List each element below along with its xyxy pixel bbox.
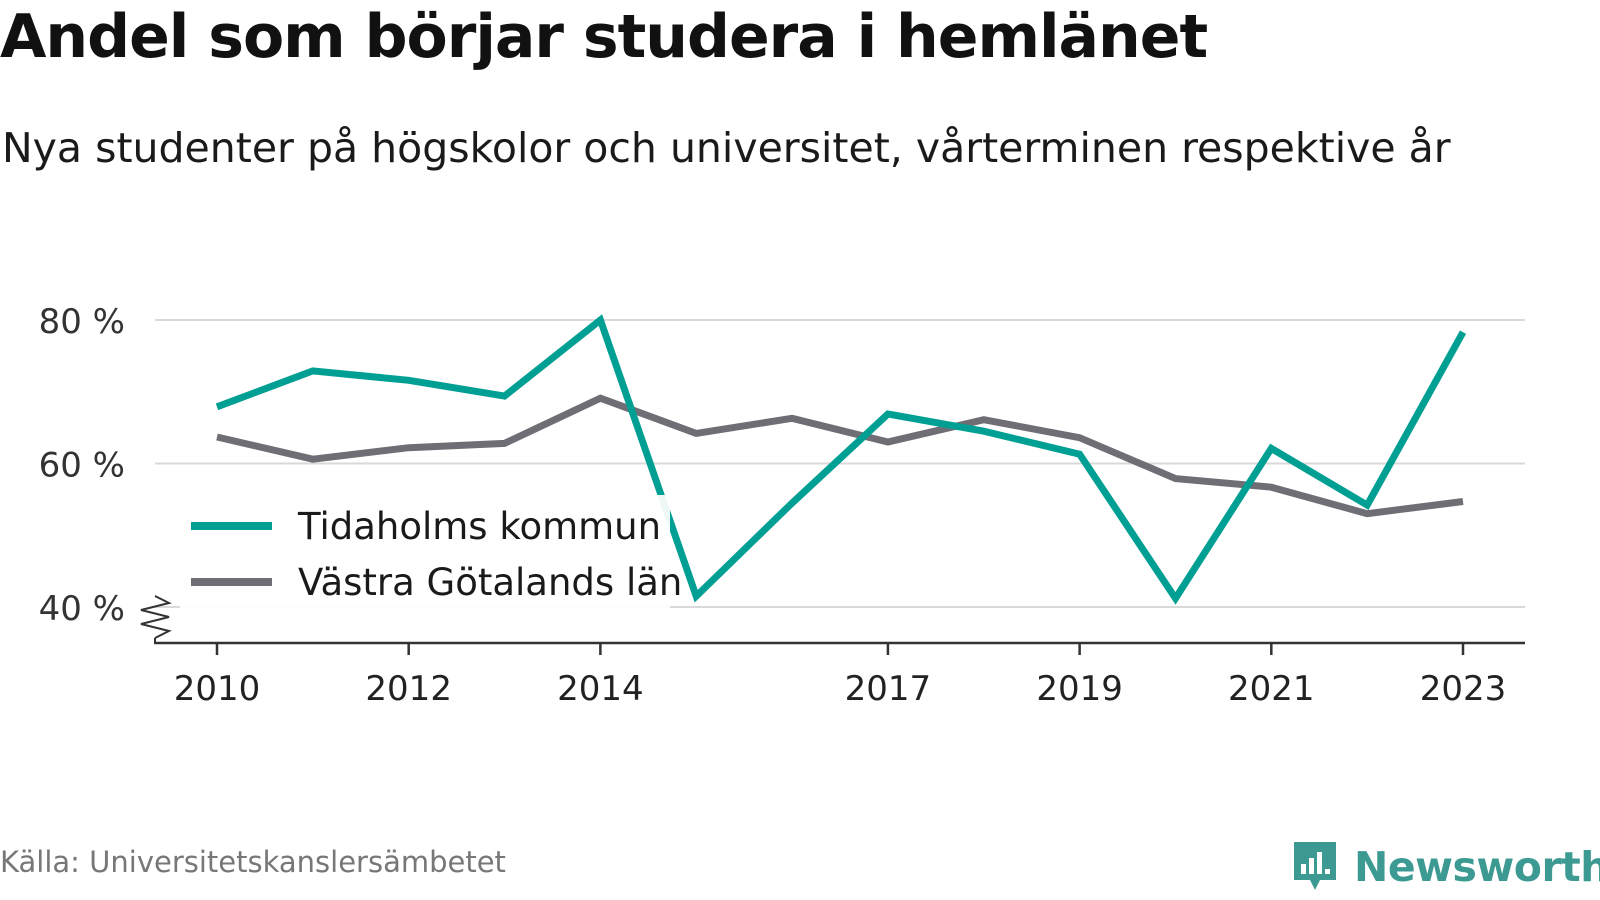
series-line — [216, 394, 1464, 518]
x-tick-label: 2021 — [1228, 669, 1315, 709]
legend-background — [180, 495, 670, 615]
series-lines — [215, 314, 1467, 605]
x-tick-label: 2014 — [557, 669, 644, 709]
chart-subtitle: Nya studenter på högskolor och universit… — [2, 124, 1451, 172]
x-tick-label: 2010 — [174, 669, 261, 709]
brand-name: Newsworthy — [1354, 843, 1600, 891]
x-tick-label: 2017 — [845, 669, 932, 709]
newsworthy-logo-icon — [1294, 842, 1336, 890]
x-tick-label: 2019 — [1036, 669, 1123, 709]
line-chart: 40 % 60 % 80 % 2010 2012 2014 2017 2019 2021 202… — [39, 302, 1525, 709]
x-tick-label: 2012 — [365, 669, 452, 709]
y-tick-label: 40 % — [39, 589, 125, 629]
axis-break-icon — [140, 595, 172, 639]
chart-title: Andel som börjar studera i hemlänet — [0, 2, 1208, 72]
y-tick-label: 60 % — [39, 446, 125, 486]
y-tick-label: 80 % — [39, 302, 125, 342]
x-tick-label: 2023 — [1420, 669, 1507, 709]
legend-label: Tidaholms kommun — [297, 505, 661, 548]
series-line — [215, 314, 1467, 605]
y-axis-labels: 40 % 60 % 80 % — [39, 302, 125, 629]
legend-label: Västra Götalands län — [298, 561, 682, 604]
legend: Tidaholms kommun Västra Götalands län — [180, 495, 682, 615]
x-axis: 2010 2012 2014 2017 2019 2021 2023 — [140, 595, 1525, 709]
brand[interactable]: Newsworthy — [1290, 838, 1600, 896]
source-note: Källa: Universitetskanslersämbetet — [0, 845, 506, 879]
